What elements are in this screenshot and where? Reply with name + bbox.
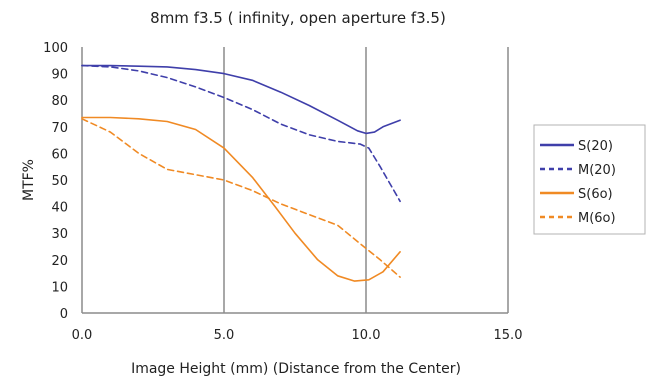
x-tick-label-5.0: 5.0 bbox=[214, 328, 235, 343]
y-tick-label-40: 40 bbox=[51, 201, 68, 216]
legend-label-1: M(20) bbox=[578, 163, 616, 178]
y-tick-label-10: 10 bbox=[51, 280, 68, 295]
x-axis-label: Image Height (mm) (Distance from the Cen… bbox=[131, 361, 461, 377]
series-lines bbox=[81, 64, 401, 282]
grid-lines bbox=[223, 47, 509, 313]
x-tick-labels: 0.0 5.0 10.0 15.0 bbox=[72, 328, 523, 343]
series-line-2 bbox=[81, 116, 401, 282]
x-tick-label-15.0: 15.0 bbox=[494, 328, 523, 343]
y-tick-label-70: 70 bbox=[51, 121, 68, 136]
legend: S(20) M(20) S(6o) M(6o) bbox=[533, 124, 646, 235]
y-tick-label-60: 60 bbox=[51, 147, 68, 162]
y-tick-labels: 0 10 20 30 40 50 60 70 80 90 100 bbox=[43, 41, 68, 322]
series-line-1 bbox=[81, 64, 401, 203]
y-tick-label-90: 90 bbox=[51, 68, 68, 83]
series-line-0 bbox=[81, 64, 401, 135]
y-tick-label-50: 50 bbox=[51, 174, 68, 189]
axes bbox=[81, 47, 508, 314]
y-tick-label-30: 30 bbox=[51, 227, 68, 242]
legend-label-0: S(20) bbox=[578, 139, 613, 154]
y-tick-label-100: 100 bbox=[43, 41, 68, 56]
x-tick-label-0.0: 0.0 bbox=[72, 328, 93, 343]
y-axis-label: MTF% bbox=[21, 159, 37, 201]
legend-label-3: M(6o) bbox=[578, 211, 616, 226]
legend-label-2: S(6o) bbox=[578, 187, 613, 202]
chart-title: 8mm f3.5 ( infinity, open aperture f3.5) bbox=[150, 9, 446, 27]
y-tick-label-80: 80 bbox=[51, 94, 68, 109]
x-tick-label-10.0: 10.0 bbox=[352, 328, 381, 343]
y-tick-label-0: 0 bbox=[60, 307, 68, 322]
y-tick-label-20: 20 bbox=[51, 254, 68, 269]
